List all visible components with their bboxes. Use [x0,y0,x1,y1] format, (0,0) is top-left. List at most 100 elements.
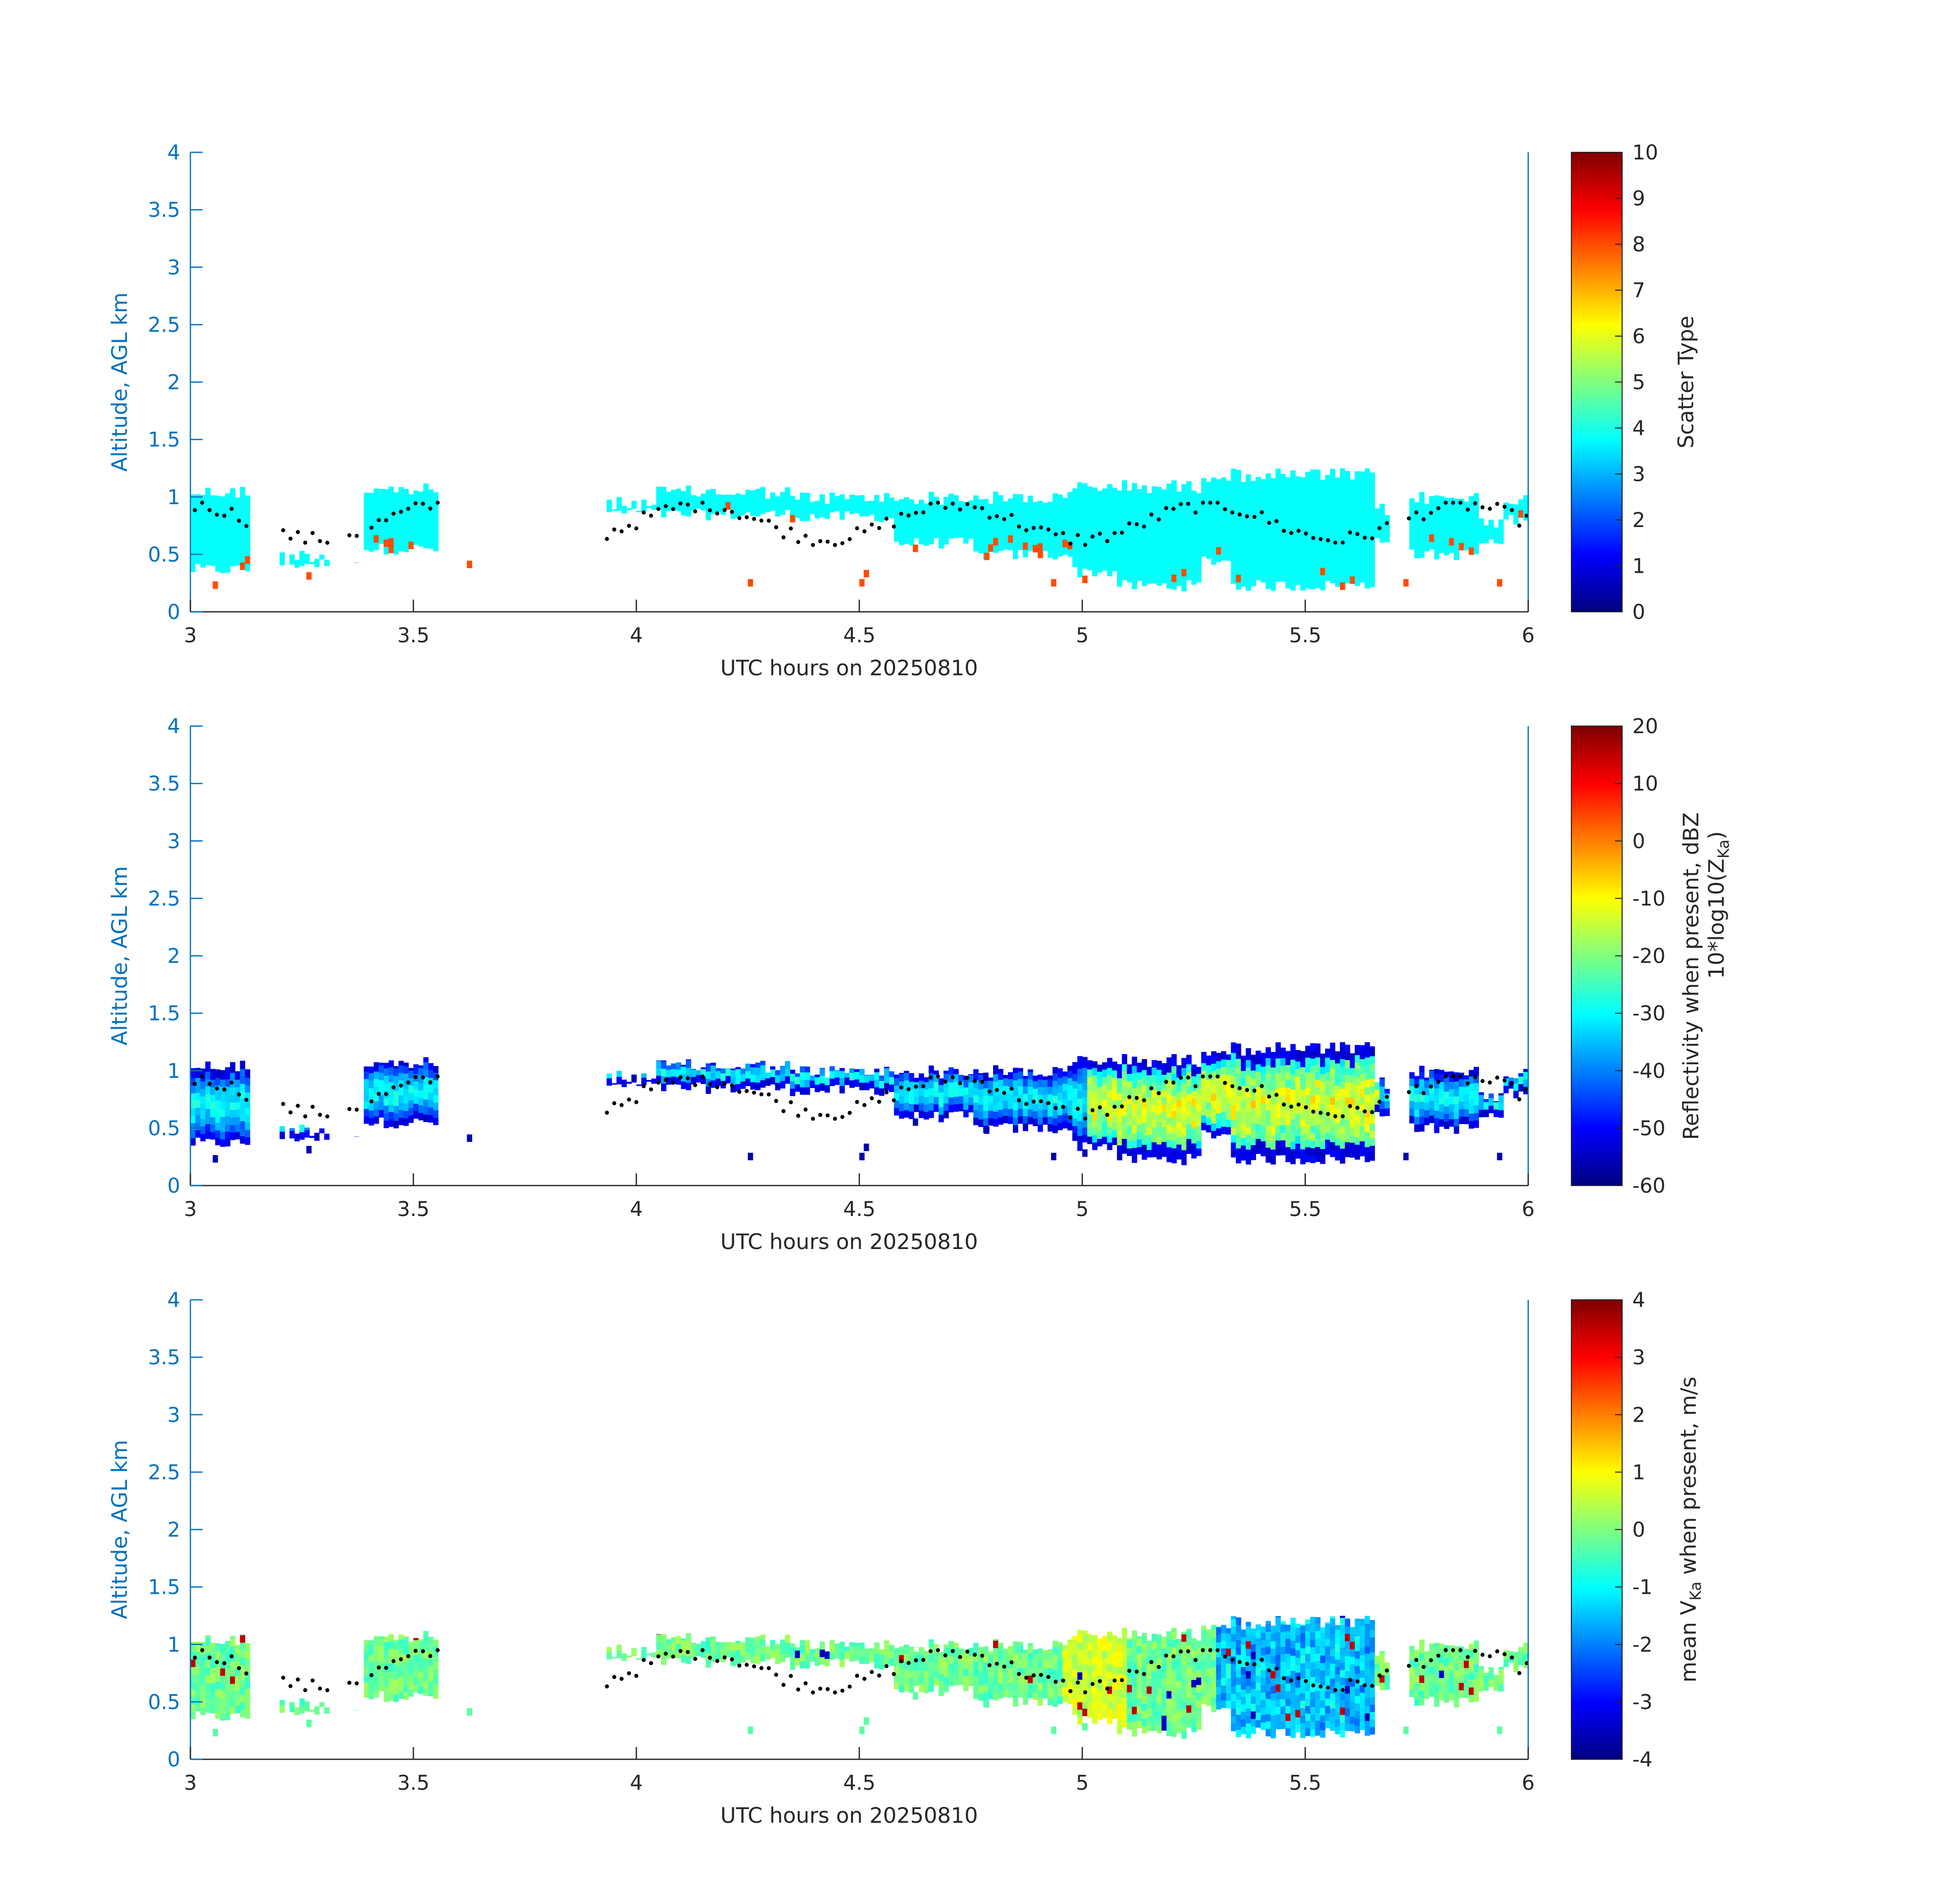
heatmap-cell [735,502,741,511]
heatmap-cell [1067,1077,1073,1086]
heatmap-cell [988,1118,994,1126]
heatmap-cell [1250,1115,1256,1123]
x-tick-label: 5 [1076,624,1089,647]
heatmap-cell [819,1068,825,1076]
heatmap-cell [1141,1092,1147,1100]
heatmap-cell [1072,1073,1078,1081]
colorbar-band [1571,1020,1622,1025]
heatmap-cell [215,1077,221,1086]
heatmap-cell [1241,1086,1246,1094]
colorbar-band [1571,324,1622,329]
cloud-base-dot [1245,1088,1249,1092]
heatmap-cell [874,1653,880,1661]
heatmap-cell [200,1089,206,1097]
heatmap-cell [388,1640,394,1649]
heatmap-cell [973,506,979,514]
heatmap-cell [938,526,944,534]
heatmap-cell [1092,1635,1098,1642]
y-tick-label: 0 [168,1174,180,1198]
heatmap-cell [765,1646,771,1652]
heatmap-cell [1295,1098,1301,1107]
heatmap-cell [428,1092,434,1100]
colorbar-band [1571,264,1622,268]
heatmap-cell [1097,565,1103,573]
heatmap-cell [1033,1096,1038,1104]
heatmap-cell [1355,563,1360,571]
heatmap-cell [210,1117,216,1125]
heatmap-cell [1057,1659,1063,1667]
heatmap-cell [1181,1150,1187,1158]
heatmap-cell [1087,1113,1093,1122]
heatmap-cell [1231,1142,1236,1150]
heatmap-cell [1117,556,1123,565]
heatmap-cell [1107,484,1112,487]
heatmap-cell [1171,480,1177,485]
heatmap-cell [369,529,374,537]
heatmap-cell [1008,1682,1013,1690]
heatmap-cell [413,1066,419,1074]
heatmap-cell [1221,1074,1227,1082]
heatmap-cell [1305,1109,1311,1118]
heatmap-cell [1097,1116,1103,1124]
heatmap-cell [1344,1104,1351,1112]
heatmap-cell [408,1681,414,1689]
heatmap-cell [1414,1079,1420,1088]
heatmap-cell [805,1653,810,1661]
heatmap-cell [1211,512,1216,520]
heatmap-cell [1275,1073,1281,1081]
heatmap-cell [374,1062,379,1064]
heatmap-cell [1013,1125,1018,1133]
heatmap-cell [190,1100,196,1108]
heatmap-cell [1374,530,1380,539]
heatmap-cell [1241,482,1246,490]
heatmap-cell [1161,1097,1167,1105]
heatmap-cell [408,504,414,512]
heatmap-cell [403,1103,409,1111]
heatmap-cell [1097,1675,1103,1683]
cloud-base-dot [1340,1114,1345,1119]
heatmap-cell [1092,1656,1098,1664]
heatmap-cell [1379,1101,1385,1109]
heatmap-cell [1256,520,1261,528]
heatmap-cell [215,1070,221,1078]
heatmap-cell [240,1702,245,1710]
heatmap-cell [1171,1080,1177,1089]
heatmap-cell [1157,1106,1162,1115]
heatmap-cell [1473,1075,1479,1084]
heatmap-cell [1305,498,1311,507]
heatmap-cell [1087,1687,1093,1696]
colorbar-band [1571,245,1622,250]
heatmap-cell [1127,1707,1132,1715]
heatmap-cell [904,1080,909,1088]
heatmap-cell [205,1064,211,1072]
heatmap-cell [963,1079,969,1088]
heatmap-cell [834,1070,840,1078]
heatmap-cell [1161,1074,1167,1082]
heatmap-cell [814,1658,820,1666]
heatmap-cell [1439,496,1444,501]
heatmap-cell [1191,1068,1197,1076]
heatmap-cell [1245,1127,1252,1135]
heatmap-cell [374,520,379,528]
heatmap-cell [1245,1112,1252,1120]
heatmap-cell [1290,1141,1296,1150]
heatmap-cell [948,1670,954,1679]
heatmap-cell [225,1094,231,1102]
heatmap-cell [929,491,934,500]
colorbar-band [1571,554,1622,559]
heatmap-cell [1256,1086,1261,1094]
heatmap-cell [666,1077,672,1085]
heatmap-cell [1037,543,1043,551]
heatmap-cell [636,510,642,512]
heatmap-cell [884,1075,890,1084]
colorbar-tick-label: 2 [1632,509,1645,532]
heatmap-cell [1132,581,1137,589]
heatmap-cell [403,1662,409,1670]
heatmap-cell [1434,514,1439,522]
heatmap-cell [388,1089,394,1097]
heatmap-cell [1067,1696,1073,1704]
heatmap-cell [641,1647,647,1652]
heatmap-cell [1295,1151,1301,1159]
heatmap-cell [1409,1108,1415,1116]
heatmap-cell [1414,1124,1420,1132]
